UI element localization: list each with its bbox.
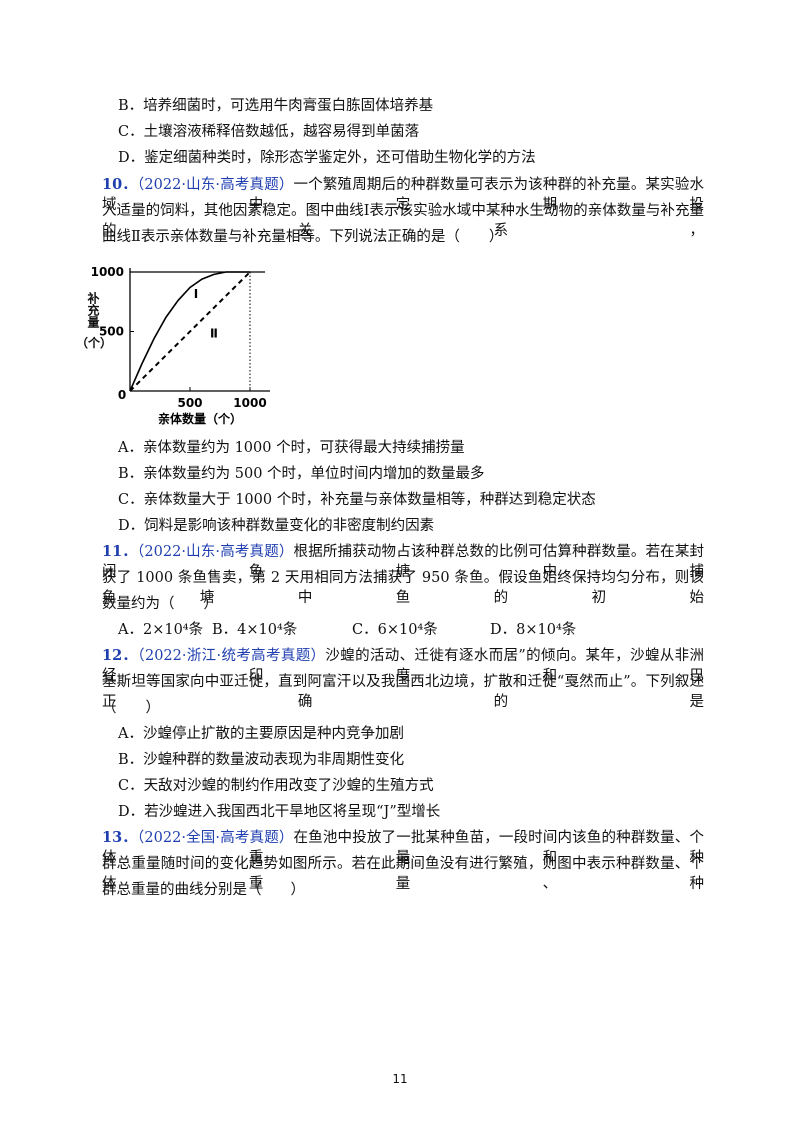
- option: B．沙蝗种群的数量波动表现为非周期性变化: [118, 752, 405, 768]
- q-source: （2022·全国·高考真题）: [137, 830, 294, 846]
- stem-line: 入适量的饲料，其他因素稳定。图中曲线Ⅰ表示该实验水域中某种水生动物的亲体数量与补…: [102, 203, 704, 239]
- figure: 0 500 1000 500 1000 Ⅰ Ⅱ 亲体数量（个）: [91, 265, 270, 426]
- option: D．若沙蝗进入我国西北干旱地区将呈现“J”型增长: [118, 804, 441, 820]
- stem-line: 群总重量随时间的变化趋势如图所示。若在此期间鱼没有进行繁殖，则图中表示种群数量、…: [102, 856, 704, 892]
- stem-text: 沙蝗的活动、迁徙有逐水而居”的倾向。某年，沙蝗从非洲经印度和巴: [102, 648, 704, 684]
- stem-line: 11．（2022·山东·高考真题）根据所捕获动物占该种群总数的比例可估算种群数量…: [102, 542, 704, 582]
- y-axis-label: 补充量: [86, 292, 100, 328]
- q-number: 10．: [102, 176, 138, 193]
- stem-text: 在鱼池中投放了一批某种鱼苗，一段时间内该鱼的种群数量、个体重量和种: [102, 830, 705, 866]
- stem-line: 数量约为（ ）: [102, 596, 218, 612]
- origin-label: 0: [118, 388, 126, 402]
- option: B．亲体数量约为 500 个时，单位时间内增加的数量最多: [118, 466, 485, 482]
- q-source: （2022·山东·高考真题）: [137, 544, 294, 560]
- q-number: 11．: [102, 543, 138, 560]
- option: C．天敌对沙蝗的制约作用改变了沙蝗的生殖方式: [118, 778, 434, 794]
- x-axis-label: 亲体数量（个）: [158, 411, 242, 426]
- stem-line: 获了 1000 条鱼售卖，第 2 天用相同方法捕获了 950 条鱼。假设鱼始终保…: [102, 570, 704, 606]
- page-number: 11: [392, 1072, 408, 1086]
- curve: [129, 271, 251, 392]
- q-number: 12．: [102, 647, 138, 664]
- stem-line: 12．（2022·浙江·统考高考真题）沙蝗的活动、迁徙有逐水而居”的倾向。某年，…: [102, 646, 704, 686]
- option: A．亲体数量约为 1000 个时，可获得最大持续捕捞量: [118, 440, 465, 456]
- stem-line: （ ）: [102, 700, 160, 716]
- option: A．2×10⁴条: [118, 622, 204, 638]
- option: D．鉴定细菌种类时，除形态学鉴定外，还可借助生物化学的方法: [118, 150, 536, 166]
- stem-line: 曲线Ⅱ表示亲体数量与补充量相等。下列说法正确的是（ ）: [102, 229, 504, 245]
- x-tick-label: 1000: [233, 396, 266, 410]
- option: D．8×10⁴条: [490, 622, 577, 638]
- curve-label: Ⅱ: [210, 326, 218, 340]
- option: D．饲料是影响该种群数量变化的非密度制约因素: [118, 518, 435, 534]
- x-tick-label: 500: [177, 396, 202, 410]
- option: C．土壤溶液稀释倍数越低，越容易得到单菌落: [118, 124, 420, 140]
- q-source: （2022·浙江·统考高考真题）: [137, 648, 326, 664]
- stem-text: 一个繁殖周期后的种群数量可表示为该种群的补充量。某实验水域中定期投: [102, 177, 705, 213]
- y-tick-label: 1000: [91, 265, 124, 279]
- stem-line: 13．（2022·全国·高考真题）在鱼池中投放了一批某种鱼苗，一段时间内该鱼的种…: [102, 828, 704, 868]
- y-axis-unit: （个）: [76, 336, 113, 350]
- option: A．沙蝗停止扩散的主要原因是种内竞争加剧: [118, 726, 404, 742]
- y-tick-label: 500: [99, 325, 124, 339]
- option: B．培养细菌时，可选用牛肉膏蛋白胨固体培养基: [118, 98, 434, 114]
- curve-label: Ⅰ: [194, 287, 198, 301]
- option: C．亲体数量大于 1000 个时，补充量与亲体数量相等，种群达到稳定状态: [118, 492, 596, 508]
- q-source: （2022·山东·高考真题）: [137, 177, 294, 193]
- stem-line: 10．（2022·山东·高考真题）一个繁殖周期后的种群数量可表示为该种群的补充量…: [102, 175, 704, 215]
- stem-text: 根据所捕获动物占该种群总数的比例可估算种群数量。若在某封闭鱼塘中捕: [102, 544, 705, 580]
- curve: [129, 271, 250, 392]
- q-number: 13．: [102, 829, 138, 846]
- stem-line: 基斯坦等国家向中亚迁徙，直到阿富汗以及我国西北边境，扩散和迁徙“戛然而止”。下列…: [102, 674, 704, 710]
- option: B．4×10⁴条: [212, 622, 298, 638]
- stem-line: 群总重量的曲线分别是（ ）: [102, 882, 305, 898]
- option: C．6×10⁴条: [352, 622, 438, 638]
